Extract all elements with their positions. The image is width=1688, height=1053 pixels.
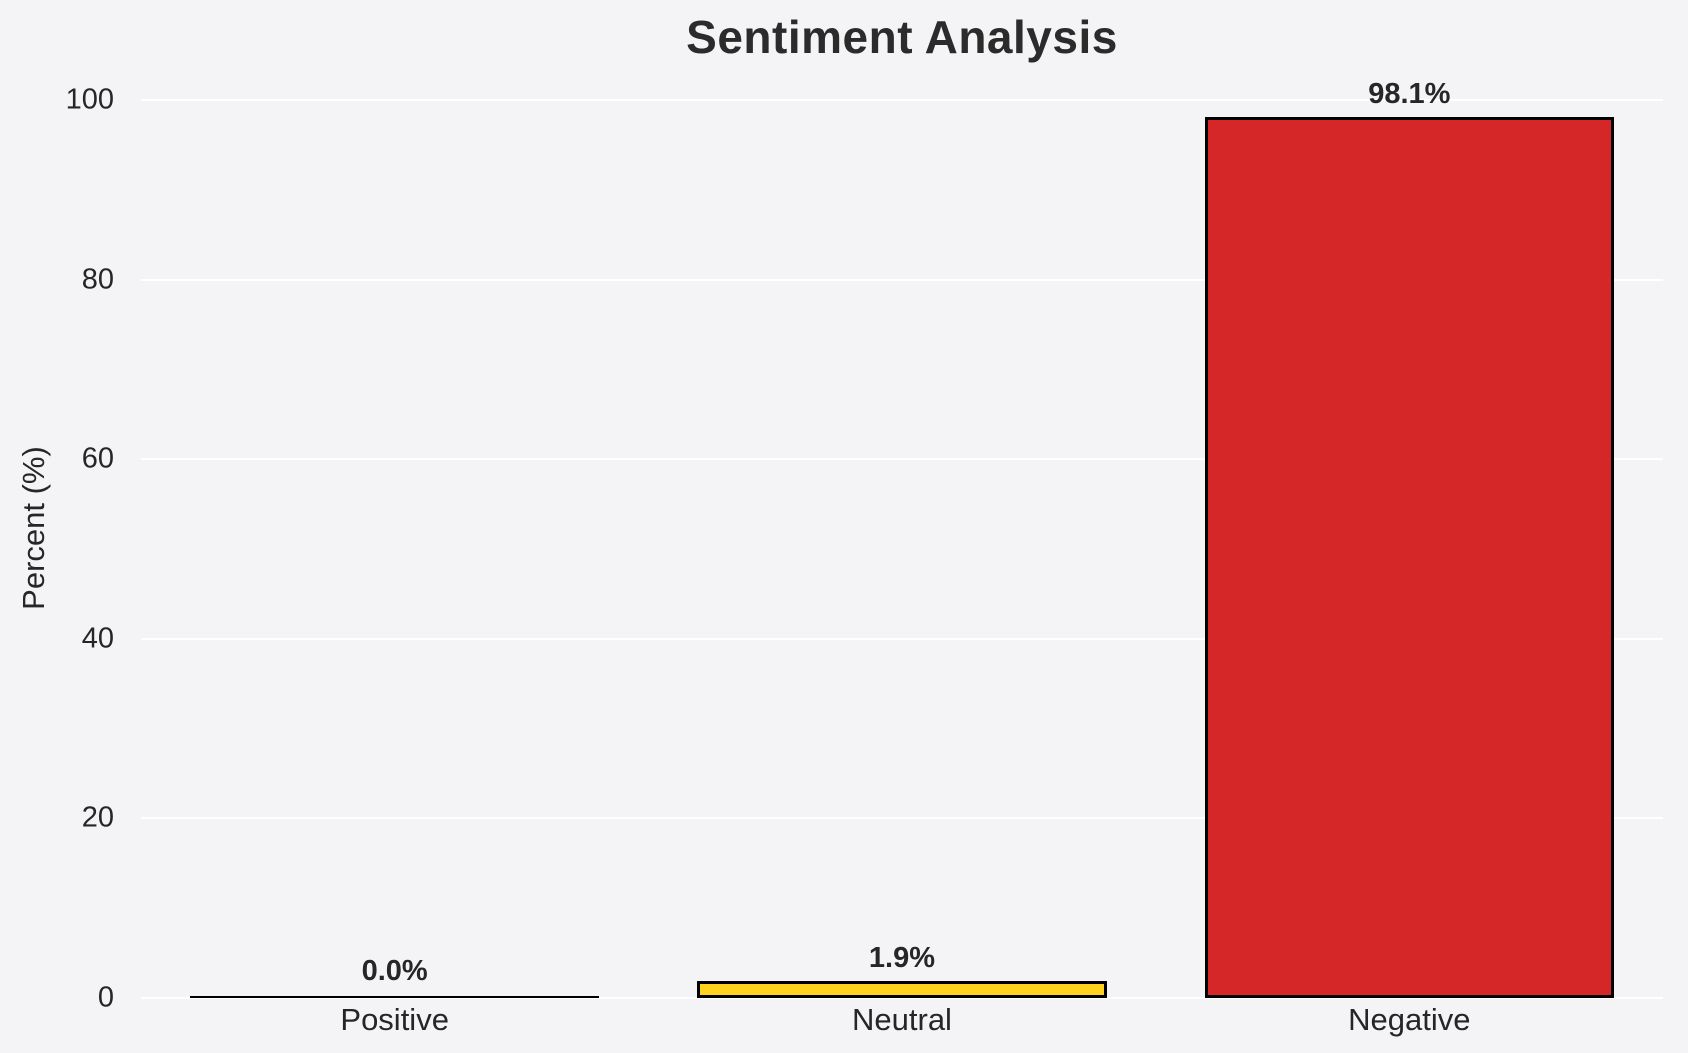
bar-slot-neutral: 1.9% — [648, 100, 1155, 998]
bars-container: 0.0% 1.9% 98.1% — [141, 78, 1663, 998]
y-tick-label: 40 — [81, 622, 114, 655]
gridline — [141, 278, 1663, 281]
gridlines — [141, 99, 1663, 999]
x-tick-label: Negative — [1348, 1002, 1471, 1037]
bar-positive: 0.0% — [189, 955, 600, 998]
bar-slot-positive: 0.0% — [141, 100, 648, 998]
x-tick-label: Neutral — [852, 1002, 952, 1037]
y-axis-ticks: 0 20 40 60 80 100 — [0, 85, 126, 1012]
bar-value-label: 0.0% — [361, 955, 428, 987]
y-tick-label: 20 — [81, 801, 114, 834]
y-tick-label: 100 — [65, 83, 114, 116]
bar-slot-negative: 98.1% — [1156, 78, 1663, 998]
gridline — [141, 997, 1663, 999]
bar-value-label: 1.9% — [868, 941, 936, 974]
gridline — [141, 817, 1663, 820]
bar-negative: 98.1% — [1204, 78, 1615, 998]
y-tick-label: 60 — [81, 442, 114, 475]
x-axis-labels: Positive Neutral Negative — [141, 1002, 1663, 1038]
gridline — [141, 637, 1663, 640]
plot-area: 0.0% 1.9% 98.1% — [141, 78, 1663, 999]
chart-title: Sentiment Analysis — [686, 11, 1118, 63]
bar-neutral: 1.9% — [697, 942, 1107, 998]
gridline — [141, 99, 1663, 101]
y-tick-label: 0 — [97, 981, 114, 1014]
x-tick-label: Positive — [340, 1002, 449, 1037]
y-tick-label: 80 — [81, 263, 114, 296]
bar-value-label: 98.1% — [1368, 78, 1451, 111]
gridline — [141, 458, 1663, 461]
